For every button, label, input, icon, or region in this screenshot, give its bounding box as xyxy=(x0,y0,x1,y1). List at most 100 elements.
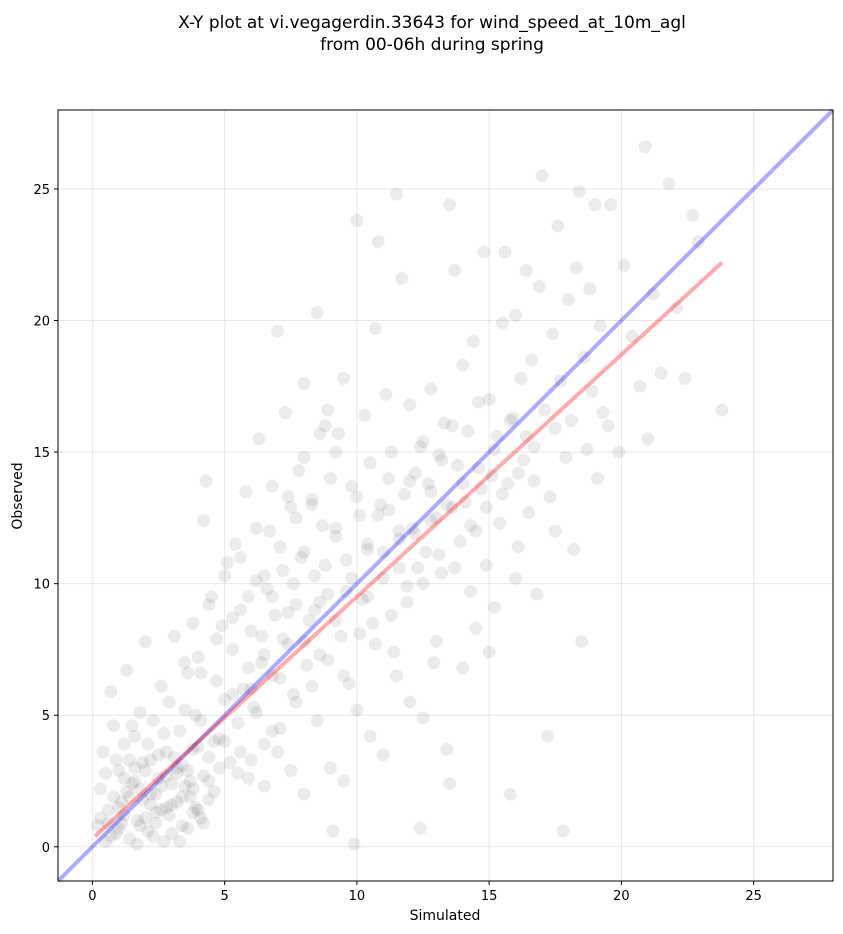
data-point-352 xyxy=(194,666,208,680)
data-point-100 xyxy=(355,592,369,606)
data-point-244 xyxy=(186,806,200,820)
y-tick-label-5: 25 xyxy=(33,183,50,198)
data-point-158 xyxy=(509,308,523,322)
data-point-183 xyxy=(575,635,589,649)
data-point-293 xyxy=(400,595,414,609)
data-point-216 xyxy=(125,719,139,733)
data-point-259 xyxy=(149,816,163,830)
data-point-354 xyxy=(210,632,224,646)
data-point-200 xyxy=(662,177,676,191)
data-point-273 xyxy=(241,661,255,675)
chart-title-line2: from 00-06h during spring xyxy=(320,35,544,55)
data-point-178 xyxy=(561,292,575,306)
data-point-63 xyxy=(257,737,271,751)
data-point-127 xyxy=(427,656,441,670)
data-point-248 xyxy=(207,735,221,749)
data-point-161 xyxy=(517,453,531,467)
data-point-120 xyxy=(408,466,422,480)
data-point-350 xyxy=(178,656,192,670)
data-point-206 xyxy=(641,432,655,446)
data-point-16 xyxy=(133,706,147,720)
data-point-25 xyxy=(157,835,171,849)
data-point-19 xyxy=(141,824,155,838)
data-point-265 xyxy=(181,821,195,835)
data-point-102 xyxy=(360,542,374,556)
x-tick-label-1: 5 xyxy=(220,889,228,904)
data-point-182 xyxy=(572,185,586,199)
data-point-233 xyxy=(128,761,142,775)
data-point-62 xyxy=(255,656,269,670)
data-point-73 xyxy=(284,500,298,514)
data-point-34 xyxy=(181,666,195,680)
data-point-179 xyxy=(564,414,578,428)
data-point-272 xyxy=(234,745,248,759)
data-point-300 xyxy=(456,477,470,491)
data-point-241 xyxy=(170,795,184,809)
data-point-128 xyxy=(429,511,443,525)
data-point-96 xyxy=(345,479,359,493)
data-point-28 xyxy=(165,798,179,812)
data-point-137 xyxy=(453,535,467,549)
data-point-87 xyxy=(321,587,335,601)
x-tick-label-0: 0 xyxy=(88,889,96,904)
data-point-125 xyxy=(421,477,435,491)
data-point-23 xyxy=(152,748,166,762)
data-point-44 xyxy=(207,785,221,799)
data-point-301 xyxy=(464,519,478,533)
y-tick-label-1: 5 xyxy=(42,709,50,724)
data-point-297 xyxy=(432,548,446,562)
data-point-35 xyxy=(183,790,197,804)
data-point-359 xyxy=(249,521,263,535)
data-point-107 xyxy=(374,498,388,512)
data-point-52 xyxy=(228,537,242,551)
data-point-48 xyxy=(218,692,232,706)
data-point-171 xyxy=(543,490,557,504)
data-point-295 xyxy=(416,577,430,591)
data-point-97 xyxy=(347,837,361,851)
data-point-239 xyxy=(159,745,173,759)
data-point-238 xyxy=(154,803,168,817)
y-axis-label: Observed xyxy=(10,462,26,529)
data-point-281 xyxy=(305,679,319,693)
data-point-42 xyxy=(202,750,216,764)
data-point-110 xyxy=(382,503,396,517)
data-point-160 xyxy=(514,371,528,385)
data-point-317 xyxy=(318,558,332,572)
data-point-159 xyxy=(511,540,525,554)
data-point-298 xyxy=(440,498,454,512)
data-point-356 xyxy=(226,611,240,625)
data-point-250 xyxy=(101,816,115,830)
data-point-184 xyxy=(577,350,591,364)
data-point-267 xyxy=(191,803,205,817)
data-point-328 xyxy=(435,453,449,467)
data-point-151 xyxy=(490,429,504,443)
data-point-270 xyxy=(218,735,232,749)
data-point-51 xyxy=(226,642,240,656)
data-point-278 xyxy=(281,606,295,620)
data-point-254 xyxy=(122,753,136,767)
data-point-38 xyxy=(191,650,205,664)
data-point-201 xyxy=(670,300,684,314)
data-point-45 xyxy=(210,674,224,688)
data-point-232 xyxy=(122,790,136,804)
data-point-351 xyxy=(186,616,200,630)
data-point-71 xyxy=(278,406,292,420)
data-point-118 xyxy=(403,398,417,412)
data-point-194 xyxy=(617,258,631,272)
data-point-26 xyxy=(159,769,173,783)
data-point-114 xyxy=(392,532,406,546)
data-point-306 xyxy=(503,414,517,428)
data-points xyxy=(91,140,729,851)
data-point-262 xyxy=(165,827,179,841)
data-point-46 xyxy=(212,732,226,746)
data-point-162 xyxy=(519,264,533,278)
data-point-321 xyxy=(360,537,374,551)
data-point-366 xyxy=(305,498,319,512)
data-point-113 xyxy=(390,187,404,201)
data-point-224 xyxy=(167,750,181,764)
data-point-56 xyxy=(239,485,253,499)
data-point-13 xyxy=(125,777,139,791)
data-point-342 xyxy=(390,669,404,683)
data-point-61 xyxy=(252,432,266,446)
data-point-78 xyxy=(297,377,311,391)
